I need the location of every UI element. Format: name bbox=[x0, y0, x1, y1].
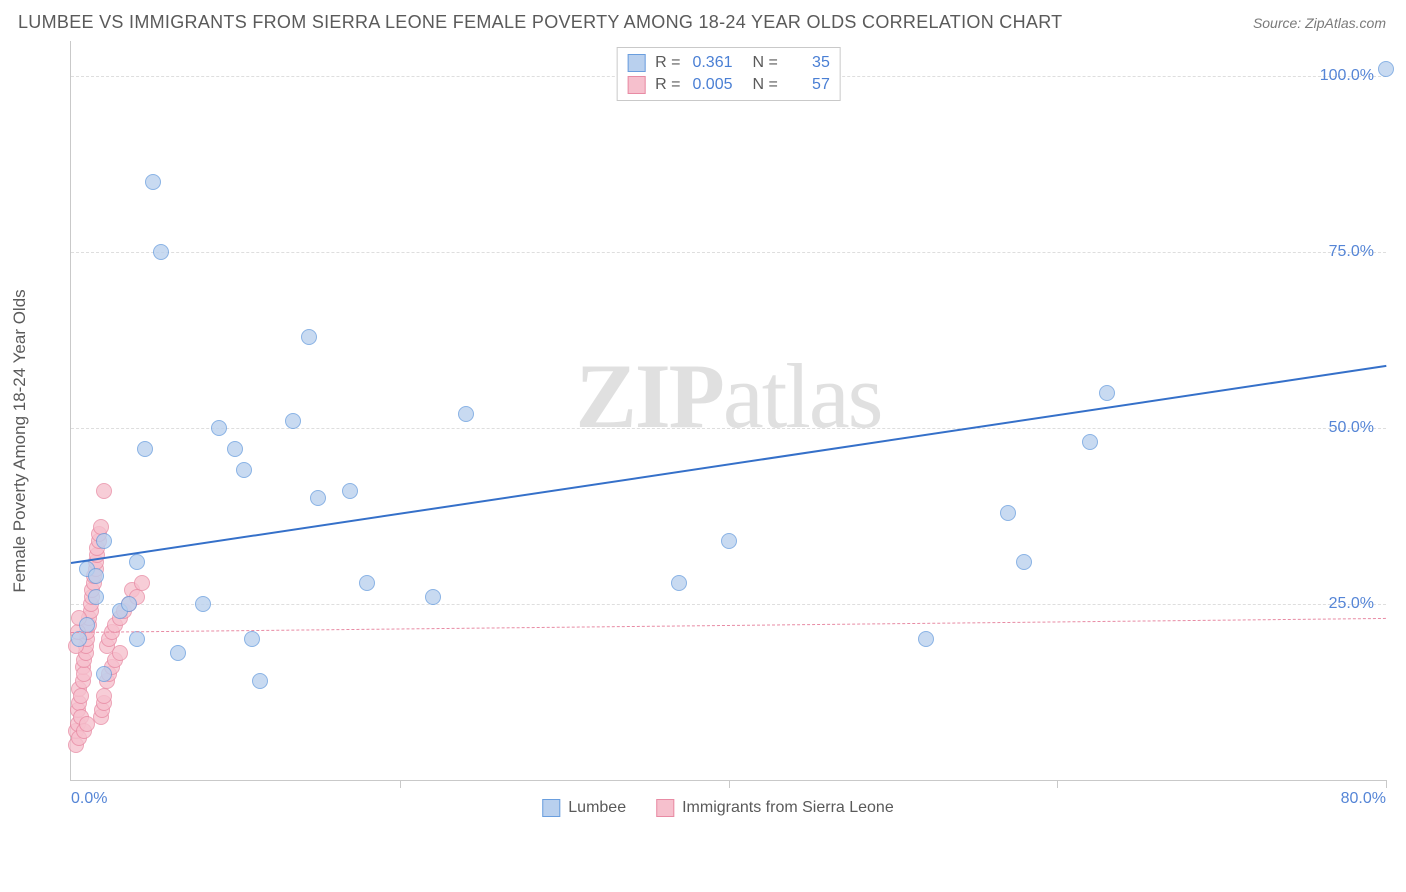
x-tick-line bbox=[400, 780, 401, 788]
legend-swatch bbox=[627, 54, 645, 72]
data-point bbox=[359, 575, 375, 591]
gridline-h bbox=[71, 604, 1386, 605]
y-axis-title: Female Poverty Among 18-24 Year Olds bbox=[10, 289, 30, 592]
x-tick-label: 0.0% bbox=[71, 790, 107, 808]
data-point bbox=[137, 441, 153, 457]
legend-item: Immigrants from Sierra Leone bbox=[656, 799, 894, 817]
gridline-h bbox=[71, 252, 1386, 253]
legend-correlation: R = 0.361 N = 35 R = 0.005 N = 57 bbox=[616, 47, 841, 101]
data-point bbox=[1082, 434, 1098, 450]
r-value: 0.005 bbox=[691, 76, 733, 94]
legend-label: Lumbee bbox=[568, 799, 626, 817]
legend-swatch bbox=[542, 799, 560, 817]
data-point bbox=[129, 554, 145, 570]
watermark: ZIPatlas bbox=[576, 343, 882, 449]
data-point bbox=[1099, 385, 1115, 401]
data-point bbox=[96, 483, 112, 499]
x-tick-line bbox=[1057, 780, 1058, 788]
data-point bbox=[671, 575, 687, 591]
r-value: 0.361 bbox=[691, 54, 733, 72]
data-point bbox=[244, 631, 260, 647]
data-point bbox=[227, 441, 243, 457]
r-label: R = bbox=[655, 54, 680, 72]
data-point bbox=[170, 645, 186, 661]
data-point bbox=[88, 589, 104, 605]
data-point bbox=[252, 673, 268, 689]
trend-line bbox=[71, 618, 1386, 633]
data-point bbox=[1000, 505, 1016, 521]
n-label: N = bbox=[753, 54, 778, 72]
data-point bbox=[310, 490, 326, 506]
data-point bbox=[96, 688, 112, 704]
y-tick-label: 100.0% bbox=[1320, 67, 1374, 85]
chart-title: LUMBEE VS IMMIGRANTS FROM SIERRA LEONE F… bbox=[18, 12, 1062, 33]
legend-swatch bbox=[656, 799, 674, 817]
legend-series: Lumbee Immigrants from Sierra Leone bbox=[542, 799, 893, 817]
x-tick-line bbox=[729, 780, 730, 788]
chart-header: LUMBEE VS IMMIGRANTS FROM SIERRA LEONE F… bbox=[0, 0, 1406, 41]
legend-row: R = 0.361 N = 35 bbox=[627, 52, 830, 74]
legend-item: Lumbee bbox=[542, 799, 626, 817]
data-point bbox=[1016, 554, 1032, 570]
data-point bbox=[96, 666, 112, 682]
data-point bbox=[301, 329, 317, 345]
n-label: N = bbox=[753, 76, 778, 94]
x-tick-line bbox=[1386, 780, 1387, 788]
r-label: R = bbox=[655, 76, 680, 94]
gridline-h bbox=[71, 428, 1386, 429]
chart-source: Source: ZipAtlas.com bbox=[1253, 15, 1386, 31]
n-value: 35 bbox=[788, 54, 830, 72]
data-point bbox=[129, 631, 145, 647]
data-point bbox=[71, 631, 87, 647]
data-point bbox=[458, 406, 474, 422]
data-point bbox=[1378, 61, 1394, 77]
data-point bbox=[153, 244, 169, 260]
data-point bbox=[88, 568, 104, 584]
data-point bbox=[134, 575, 150, 591]
data-point bbox=[211, 420, 227, 436]
data-point bbox=[195, 596, 211, 612]
data-point bbox=[342, 483, 358, 499]
data-point bbox=[918, 631, 934, 647]
data-point bbox=[425, 589, 441, 605]
data-point bbox=[721, 533, 737, 549]
x-tick-label: 80.0% bbox=[1341, 790, 1386, 808]
data-point bbox=[285, 413, 301, 429]
data-point bbox=[121, 596, 137, 612]
data-point bbox=[96, 533, 112, 549]
legend-row: R = 0.005 N = 57 bbox=[627, 74, 830, 96]
n-value: 57 bbox=[788, 76, 830, 94]
plot-area: ZIPatlas R = 0.361 N = 35 R = 0.005 N = 57 25.0… bbox=[70, 41, 1386, 781]
data-point bbox=[112, 645, 128, 661]
data-point bbox=[76, 666, 92, 682]
legend-label: Immigrants from Sierra Leone bbox=[682, 799, 894, 817]
data-point bbox=[145, 174, 161, 190]
chart-container: Female Poverty Among 18-24 Year Olds ZIP… bbox=[50, 41, 1386, 841]
y-tick-label: 25.0% bbox=[1329, 595, 1374, 613]
legend-swatch bbox=[627, 76, 645, 94]
data-point bbox=[73, 688, 89, 704]
data-point bbox=[236, 462, 252, 478]
y-tick-label: 75.0% bbox=[1329, 243, 1374, 261]
y-tick-label: 50.0% bbox=[1329, 419, 1374, 437]
